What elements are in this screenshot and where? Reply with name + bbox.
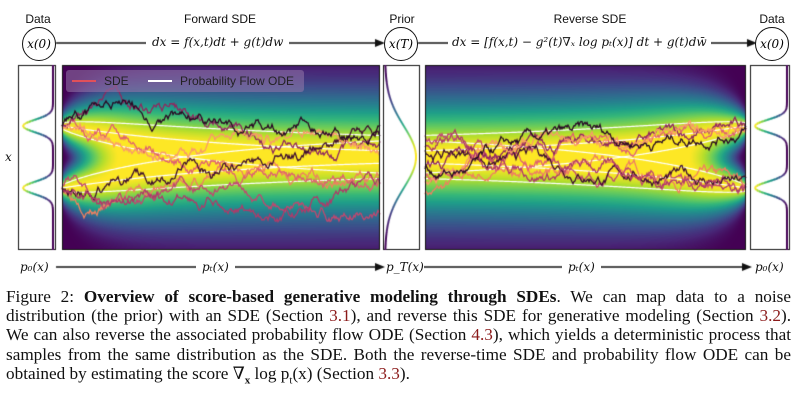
legend: SDE Probability Flow ODE [66, 70, 304, 92]
section-link[interactable]: 4.3 [471, 325, 493, 345]
label-reverse-sde: Reverse SDE [553, 12, 627, 26]
label-pT: p_T(x) [386, 260, 424, 274]
reverse-equation: dx = [f(x,t) − g²(t)∇ₓ log pₜ(x)] dt + g… [448, 35, 711, 49]
node-x0-right: x(0) [755, 27, 789, 61]
node-x0-left: x(0) [22, 27, 56, 61]
forward-equation: dx = f(x,t)dt + g(t)dw [146, 35, 290, 49]
figure-caption: Figure 2: Overview of score-based genera… [6, 287, 791, 390]
label-pt-forward: pₜ(x) [196, 260, 235, 274]
label-prior: Prior [389, 12, 415, 26]
label-p0-right: p₀(x) [755, 260, 784, 274]
legend-sde-label: SDE [104, 74, 129, 88]
label-p0-left: p₀(x) [20, 260, 49, 274]
section-link[interactable]: 3.3 [378, 363, 400, 383]
caption-text: ), and reverse this SDE for generative m… [350, 306, 760, 326]
legend-ode-label: Probability Flow ODE [180, 74, 295, 88]
caption-text: ). We can also reverse the associated pr… [6, 306, 791, 345]
label-pt-reverse: pₜ(x) [562, 260, 601, 274]
caption-sub: x [244, 374, 251, 387]
node-xT: x(T) [384, 27, 418, 61]
caption-sub: t [289, 374, 293, 387]
caption-text: log p [250, 363, 290, 383]
label-data-right: Data [759, 12, 785, 26]
y-axis-label: x [5, 150, 12, 164]
label-forward-sde: Forward SDE [183, 12, 257, 26]
caption-text: . We can map data to a noise distributio… [6, 287, 791, 326]
legend-sde-swatch [72, 80, 96, 82]
label-data-left: Data [25, 12, 51, 26]
section-link[interactable]: 3.1 [329, 306, 351, 326]
caption-title: Overview of score-based generative model… [83, 287, 557, 306]
section-link[interactable]: 3.2 [759, 306, 781, 326]
caption-text: ). [399, 363, 410, 383]
caption-prefix: Figure 2: [6, 287, 84, 306]
caption-text: ), which yields a deterministic process … [6, 325, 791, 383]
caption-text: (x) (Section [292, 363, 379, 383]
legend-ode-swatch [148, 80, 172, 82]
